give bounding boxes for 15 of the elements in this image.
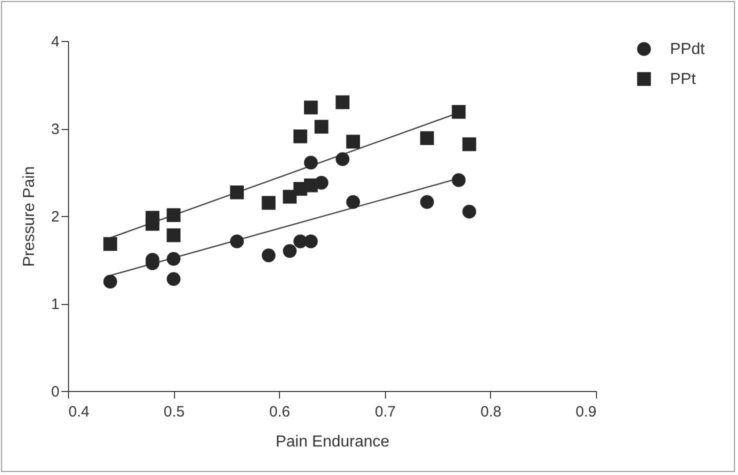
y-tick-label: 4 [51,34,60,50]
y-tick-label: 3 [51,121,60,138]
y-tick-label: 1 [51,296,60,313]
x-tick-label: 0.9 [576,404,596,420]
y-axis-title: Pressure Pain [21,166,38,267]
y-tick-label: 2 [51,208,60,226]
x-tick-label: 0.4 [68,404,90,420]
legend-label: PPdt [670,41,706,58]
x-tick-label: 0.7 [374,404,396,420]
y-tick-label: 0 [51,384,60,400]
x-tick-label: 0.6 [269,404,290,420]
x-tick-label: 0.8 [480,404,502,420]
x-tick-label: 0.5 [164,404,185,420]
x-axis-title: Pain Endurance [276,434,390,450]
legend-label: PPt [670,71,696,88]
